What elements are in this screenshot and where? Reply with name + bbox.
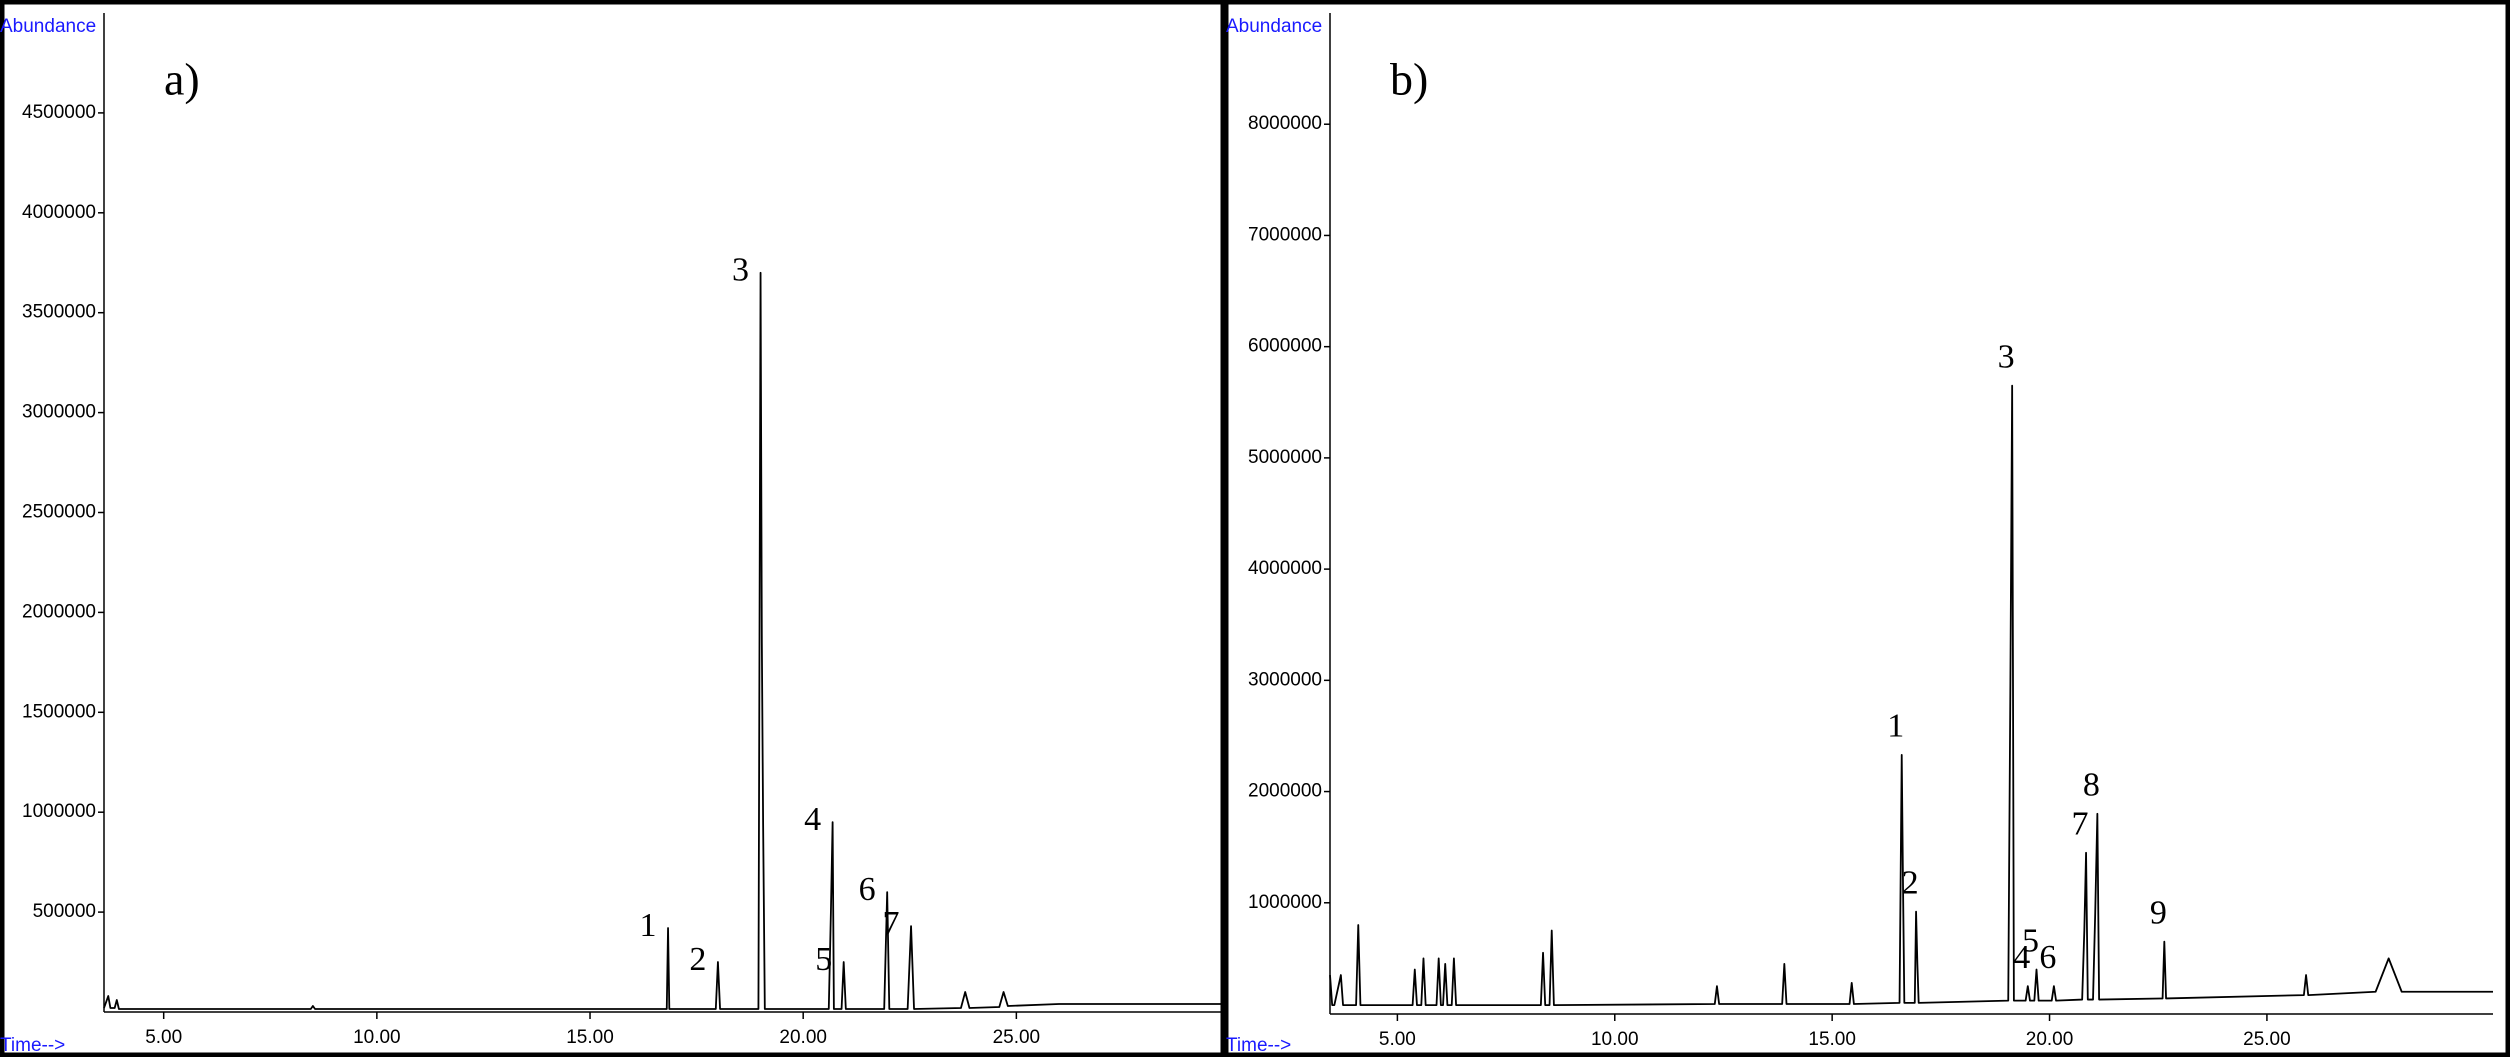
x-axis-label: Time-->	[0, 1035, 65, 1056]
x-tick-label: 25.00	[993, 1027, 1041, 1048]
peak-label: 3	[1998, 338, 2015, 375]
x-tick-label: 20.00	[779, 1027, 827, 1048]
peak-label: 4	[804, 801, 821, 838]
y-tick-label: 1000000	[1248, 892, 1322, 913]
peak-label: 3	[732, 252, 749, 289]
y-tick-label: 500000	[33, 901, 96, 922]
peak-label: 8	[2083, 767, 2100, 804]
y-tick-label: 1000000	[22, 801, 96, 822]
x-tick-label: 5.00	[1379, 1029, 1416, 1050]
peak-label: 6	[859, 871, 876, 908]
peak-label: 7	[2072, 806, 2089, 843]
y-tick-label: 3500000	[22, 302, 96, 323]
panel-border	[0, 0, 1226, 1058]
x-tick-label: 10.00	[353, 1027, 401, 1048]
x-axis-label: Time-->	[1226, 1035, 1291, 1056]
x-tick-label: 15.00	[566, 1027, 614, 1048]
y-tick-label: 2500000	[22, 502, 96, 523]
peak-label: 2	[1902, 864, 1919, 901]
y-tick-label: 2000000	[1248, 781, 1322, 802]
peak-label: 2	[689, 941, 706, 978]
peak-label: 5	[815, 941, 832, 978]
y-tick-label: 4500000	[22, 102, 96, 123]
y-tick-label: 7000000	[1248, 224, 1322, 245]
panel-label: b)	[1390, 54, 1428, 105]
x-tick-label: 5.00	[145, 1027, 182, 1048]
y-tick-label: 4000000	[22, 202, 96, 223]
chromatogram-trace	[103, 271, 1221, 1010]
y-axis-label: Abundance	[1226, 16, 1322, 37]
panel-border	[1223, 0, 2510, 1058]
y-tick-label: 3000000	[1248, 669, 1322, 690]
peak-label: 5	[2022, 922, 2039, 959]
chromatogram-trace	[1329, 384, 2493, 1006]
y-axis-label: Abundance	[0, 16, 96, 37]
panel-label: a)	[164, 54, 200, 105]
y-tick-label: 4000000	[1248, 558, 1322, 579]
x-tick-label: 10.00	[1591, 1029, 1639, 1050]
peak-label: 6	[2039, 939, 2056, 976]
x-tick-label: 20.00	[2026, 1029, 2074, 1050]
y-tick-label: 1500000	[22, 701, 96, 722]
y-tick-label: 5000000	[1248, 447, 1322, 468]
y-tick-label: 8000000	[1248, 113, 1322, 134]
peak-label: 1	[640, 907, 657, 944]
peak-label: 1	[1887, 708, 1904, 745]
x-tick-label: 15.00	[1808, 1029, 1856, 1050]
x-tick-label: 25.00	[2243, 1029, 2291, 1050]
y-tick-label: 6000000	[1248, 336, 1322, 357]
y-tick-label: 3000000	[22, 402, 96, 423]
peak-label: 7	[883, 905, 900, 942]
peak-label: 9	[2150, 895, 2167, 932]
peak-label: 4	[2013, 939, 2030, 976]
y-tick-label: 2000000	[22, 601, 96, 622]
